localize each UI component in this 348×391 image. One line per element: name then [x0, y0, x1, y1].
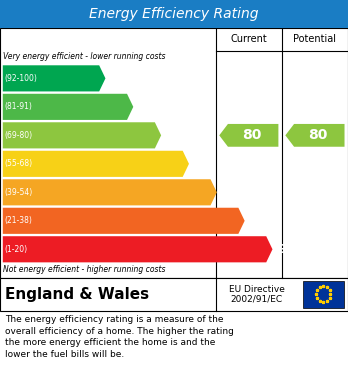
Polygon shape: [3, 236, 272, 262]
Text: A: A: [108, 72, 118, 85]
Text: The energy efficiency rating is a measure of the
overall efficiency of a home. T: The energy efficiency rating is a measur…: [5, 315, 234, 359]
Text: EU Directive
2002/91/EC: EU Directive 2002/91/EC: [229, 285, 285, 304]
Text: Not energy efficient - higher running costs: Not energy efficient - higher running co…: [3, 265, 165, 274]
Text: 80: 80: [242, 128, 261, 142]
Text: (55-68): (55-68): [5, 159, 33, 169]
Polygon shape: [3, 208, 245, 234]
Polygon shape: [285, 124, 345, 147]
Text: Potential: Potential: [293, 34, 337, 45]
Text: (39-54): (39-54): [5, 188, 33, 197]
Text: Very energy efficient - lower running costs: Very energy efficient - lower running co…: [3, 52, 165, 61]
Text: F: F: [247, 214, 256, 227]
Text: 80: 80: [308, 128, 327, 142]
Bar: [0, 0, 348, 28]
Text: G: G: [275, 243, 285, 256]
Bar: [303, 281, 344, 308]
Bar: [0, 278, 348, 311]
Text: Current: Current: [230, 34, 267, 45]
Bar: [0, 28, 348, 278]
Polygon shape: [3, 151, 189, 177]
Text: (81-91): (81-91): [5, 102, 32, 111]
Text: England & Wales: England & Wales: [5, 287, 149, 302]
Polygon shape: [3, 94, 133, 120]
Polygon shape: [3, 179, 217, 205]
Polygon shape: [219, 124, 278, 147]
Text: (21-38): (21-38): [5, 216, 32, 225]
Polygon shape: [3, 65, 105, 91]
Polygon shape: [3, 122, 161, 149]
Text: D: D: [192, 157, 202, 170]
Text: C: C: [164, 129, 173, 142]
Text: (92-100): (92-100): [5, 74, 37, 83]
Text: E: E: [220, 186, 228, 199]
Text: (69-80): (69-80): [5, 131, 33, 140]
Text: (1-20): (1-20): [5, 245, 27, 254]
Text: Energy Efficiency Rating: Energy Efficiency Rating: [89, 7, 259, 21]
Text: B: B: [136, 100, 145, 113]
